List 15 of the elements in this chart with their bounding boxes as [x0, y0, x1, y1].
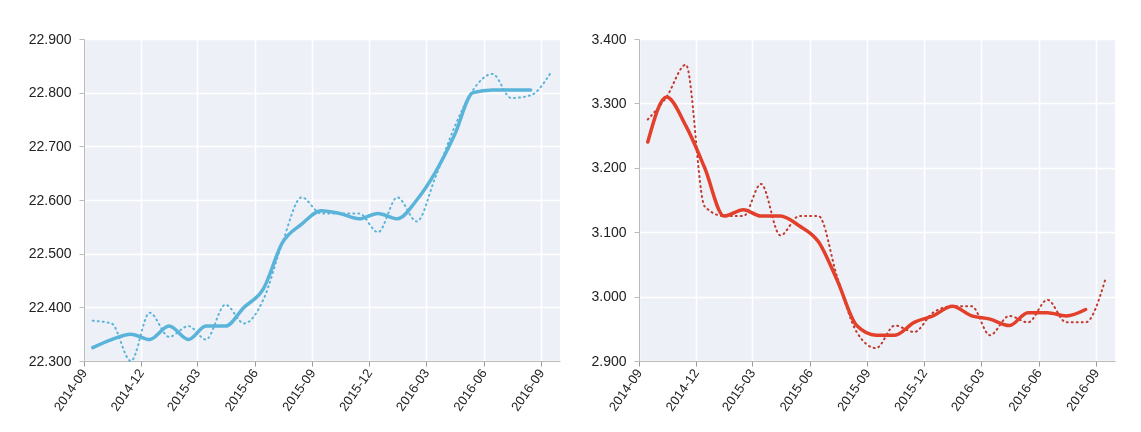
y-tick-label: 3.200 — [591, 159, 627, 176]
y-tick-label: 22.900 — [28, 30, 72, 47]
y-tick-label: 3.000 — [591, 288, 627, 305]
y-tick-label: 22.300 — [28, 352, 72, 369]
y-tick-label: 22.600 — [28, 191, 72, 208]
y-tick-label: 22.800 — [28, 84, 72, 101]
y-tick-label: 3.300 — [591, 94, 627, 111]
y-tick-label: 22.700 — [28, 137, 72, 154]
y-tick-label: 3.400 — [591, 30, 627, 47]
line-series — [646, 95, 1088, 337]
y-tick-label: 22.400 — [28, 298, 72, 315]
y-tick-label: 2.900 — [591, 352, 627, 369]
y-tick-label: 22.500 — [28, 245, 72, 262]
y-tick-label: 3.100 — [591, 223, 627, 240]
line-series — [646, 63, 1106, 350]
